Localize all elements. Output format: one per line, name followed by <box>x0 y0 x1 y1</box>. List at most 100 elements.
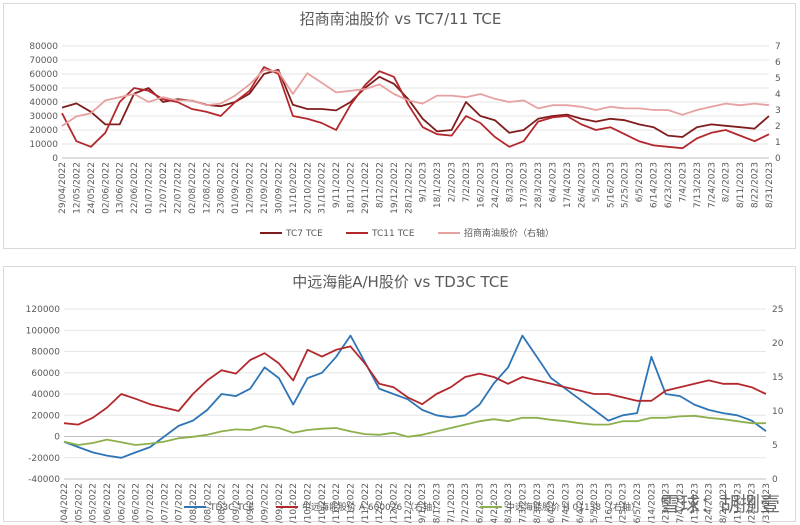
chart2-xtick-label: 5/16/2023 <box>604 483 614 523</box>
chart1-y2tick-label: 1 <box>775 138 781 148</box>
chart2-xtick-label: 8/3/2023 <box>504 483 514 523</box>
chart1-xtick-label: 6/4/2023 <box>549 162 559 202</box>
chart2-xtick-label: 21/09/2022 <box>261 483 271 523</box>
chart1-y2tick-label: 2 <box>775 122 781 132</box>
chart2-ytick-label: 100000 <box>26 326 61 336</box>
chart2-xtick-label: 20/10/2022 <box>304 483 314 523</box>
chart1-y2tick-label: 3 <box>775 106 781 116</box>
chart2-ytick-label: -40000 <box>28 475 60 485</box>
chart2-xtick-label: 5/5/2023 <box>590 483 600 523</box>
chart2-series-line-3 <box>63 414 766 446</box>
chart1-xtick-label: 13/06/2022 <box>116 162 126 214</box>
chart2-xtick-label: 7/24/2023 <box>705 483 715 523</box>
chart1-y2tick-label: 5 <box>775 74 781 84</box>
chart2-xtick-label: 6/4/2023 <box>547 483 557 523</box>
chart1-ytick-label: 70000 <box>29 56 58 66</box>
chart2-series-line-1 <box>63 334 767 459</box>
chart1-xtick-label: 20/10/2022 <box>303 162 313 214</box>
chart2-ytick-label: 40000 <box>31 390 60 400</box>
chart1-xtick-label: 28/12/2022 <box>404 162 414 214</box>
chart1-svg: 招商南油股价 vs TC7/11 TCE 0 10000 20000 30000 4000… <box>29 10 781 239</box>
chart1-xtick-label: 11/10/2022 <box>289 162 299 214</box>
chart1-xtick-label: 2/2/2023 <box>448 162 458 202</box>
chart1-xtick-label: 02/06/2022 <box>101 162 111 214</box>
chart1-legend-label-2: TC11 TCE <box>371 229 415 239</box>
chart2-xtick-label: 12/08/2022 <box>203 483 213 523</box>
chart2-xtick-label: 12/07/2022 <box>160 483 170 523</box>
chart2-svg: 中远海能A/H股价 vs TD3C TCE -40000 -20000 0 20000 4… <box>26 273 784 523</box>
chart1-xtick-label: 31/10/2022 <box>318 162 328 214</box>
chart2-legend-label-3: 中远海能股价 H 01138 （右轴） <box>506 501 640 513</box>
chart1-title: 招商南油股价 vs TC7/11 TCE <box>300 10 502 28</box>
chart1-xtick-label: 22/07/2022 <box>173 162 183 214</box>
chart2-xtick-label: 18/1/2023 <box>432 483 442 523</box>
chart1-xtick-label: 16/2/2023 <box>476 162 486 208</box>
chart2-xtick-label: 26/4/2023 <box>576 483 586 523</box>
chart1-ytick-label: 50000 <box>29 84 58 94</box>
chart2-xtick-label: 02/08/2022 <box>189 483 199 523</box>
chart2-series-line-2 <box>63 345 767 426</box>
chart2-xtick-label: 24/2/2023 <box>490 483 500 523</box>
chart1-ytick-label: 60000 <box>29 70 58 80</box>
chart2-y2tick-label: 15 <box>772 373 783 383</box>
chart1-xtick-label: 12/09/2022 <box>246 162 256 214</box>
chart2-title: 中远海能A/H股价 vs TD3C TCE <box>292 273 509 291</box>
chart1-xtick-label: 01/07/2022 <box>145 162 155 214</box>
chart1-ytick-label: 0 <box>52 154 58 164</box>
chart1-xtick-label: 8/12/2022 <box>375 162 385 208</box>
chart2-legend-label-2: 中远海能股价 A 600026 （右轴） <box>302 501 441 513</box>
chart2-xtick-label: 18/11/2022 <box>347 483 357 523</box>
chart2-xtick-label: 28/12/2022 <box>404 483 414 523</box>
chart1-xtick-label: 12/08/2022 <box>202 162 212 214</box>
chart1-xtick-label: 17/3/2023 <box>520 162 530 208</box>
chart2-xtick-label: 8/12/2022 <box>375 483 385 523</box>
chart2-y2tick-label: 20 <box>772 339 784 349</box>
chart1-xtick-label: 9/1/2023 <box>419 162 429 202</box>
chart2-xtick-label: 27/1/2023 <box>447 483 457 523</box>
chart2-xtick-label: 8/2/2023 <box>719 483 729 523</box>
chart2-xtick-label: 9/11/2022 <box>332 483 342 523</box>
chart1-y2tick-label: 0 <box>775 154 781 164</box>
chart1-series-line-3 <box>61 69 770 127</box>
chart2-xtick-label: 17/3/2023 <box>518 483 528 523</box>
chart1-xtick-label: 5/16/2023 <box>606 162 616 208</box>
chart1-xtick-label: 29/11/2022 <box>361 162 371 214</box>
chart-panel-tc7-tc11: 招商南油股价 vs TC7/11 TCE 0 10000 20000 30000 4000… <box>3 3 796 249</box>
chart1-xtick-label: 7/4/2023 <box>678 162 688 202</box>
chart1-ytick-label: 80000 <box>29 42 58 52</box>
chart1-xtick-label: 01/09/2022 <box>231 162 241 214</box>
chart1-xtick-label: 02/08/2022 <box>188 162 198 214</box>
watermark-text: 雪球：胡捌壹 <box>660 492 780 516</box>
chart2-xtick-label: 01/07/2022 <box>146 483 156 523</box>
chart1-y2tick-label: 6 <box>775 58 781 68</box>
chart2-y2tick-label: 25 <box>772 305 783 315</box>
chart1-xtick-label: 8/31/2023 <box>765 162 775 208</box>
chart2-xtick-label: 01/09/2022 <box>232 483 242 523</box>
chart2-xtick-label: 31/10/2022 <box>318 483 328 523</box>
chart2-xtick-label: 30/09/2022 <box>275 483 285 523</box>
chart2-y2tick-label: 5 <box>772 441 778 451</box>
chart2-ytick-label: -20000 <box>28 454 60 464</box>
chart2-xtick-label: 12/05/2022 <box>74 483 84 523</box>
chart1-ytick-label: 20000 <box>29 126 58 136</box>
chart2-xtick-label: 29/04/2022 <box>60 483 70 523</box>
chart2-xtick-label: 11/10/2022 <box>289 483 299 523</box>
chart2-xtick-label: 7/13/2023 <box>690 483 700 523</box>
chart2-xtick-label: 22/07/2022 <box>175 483 185 523</box>
chart1-xtick-label: 8/3/2023 <box>505 162 515 202</box>
chart2-xtick-label: 12/09/2022 <box>246 483 256 523</box>
chart2-xtick-label: 5/25/2023 <box>619 483 629 523</box>
chart2-ytick-label: 120000 <box>26 305 61 315</box>
chart1-xtick-label: 8/22/2023 <box>751 162 761 208</box>
chart2-xtick-label: 8/22/2023 <box>748 483 758 523</box>
chart1-xtick-label: 12/05/2022 <box>72 162 82 214</box>
chart2-xtick-label: 9/1/2023 <box>418 483 428 523</box>
chart2-xtick-label: 23/08/2022 <box>218 483 228 523</box>
chart1-xtick-label: 6/23/2023 <box>664 162 674 208</box>
chart1-xtick-label: 5/5/2023 <box>592 162 602 202</box>
chart1-xtick-label: 8/11/2023 <box>736 162 746 208</box>
chart2-xtick-label: 7/2/2023 <box>461 483 471 523</box>
chart2-xtick-label: 6/23/2023 <box>662 483 672 523</box>
chart1-xtick-label: 29/04/2022 <box>58 162 68 214</box>
chart1-xtick-label: 6/14/2023 <box>650 162 660 208</box>
